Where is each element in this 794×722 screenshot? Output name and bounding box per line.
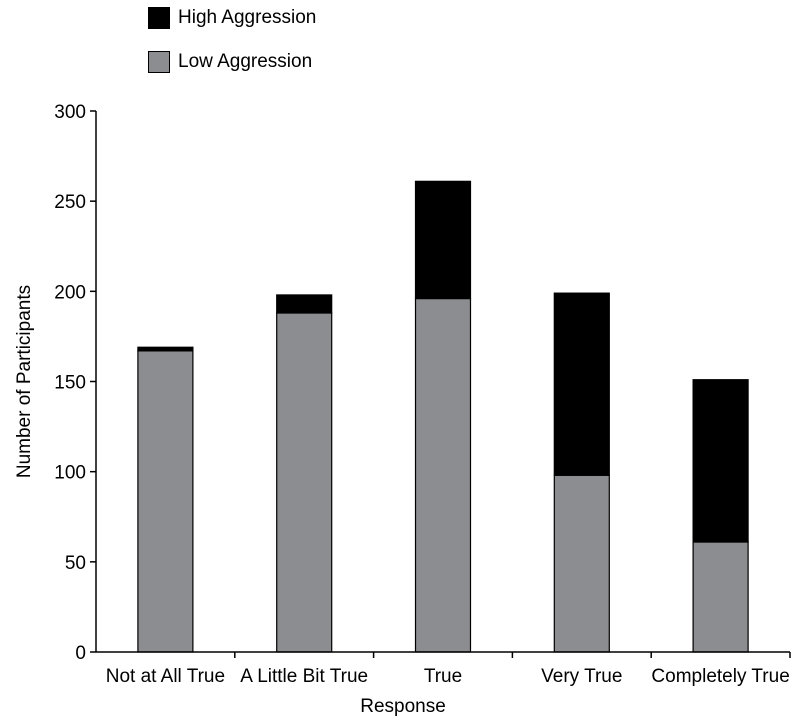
bar-low-aggression-5 — [692, 541, 749, 653]
x-tick-label: True — [424, 666, 462, 687]
legend-swatch-high-aggression — [148, 7, 170, 29]
bar-low-aggression-1 — [137, 350, 194, 653]
x-axis-title: Response — [360, 696, 446, 717]
bar-low-aggression-3 — [414, 297, 472, 653]
legend-swatch-low-aggression — [148, 51, 170, 73]
bar-high-aggression-4 — [553, 292, 610, 476]
y-axis-ticks: 0 50 100 150 200 250 300 — [54, 102, 96, 664]
y-tick-label: 0 — [75, 643, 86, 664]
y-tick-label: 100 — [54, 463, 86, 484]
x-tick-label: Very True — [541, 666, 622, 687]
y-axis-title: Number of Participants — [14, 285, 35, 478]
y-tick-label: 200 — [54, 282, 86, 303]
x-tick-label: Completely True — [651, 666, 789, 687]
y-tick-label: 50 — [65, 553, 86, 574]
bar-high-aggression-5 — [692, 379, 749, 543]
y-tick-label: 300 — [54, 102, 86, 123]
y-tick-label: 150 — [54, 373, 86, 394]
legend-label-low-aggression: Low Aggression — [178, 51, 313, 72]
bar-high-aggression-3 — [414, 180, 472, 300]
chart-legend: High Aggression Low Aggression — [148, 6, 316, 94]
x-axis-ticks: Not at All True A Little Bit True True Very… — [106, 652, 791, 687]
x-tick-label: A Little Bit True — [240, 666, 368, 687]
legend-item-low-aggression: Low Aggression — [148, 50, 316, 74]
bar-low-aggression-2 — [276, 312, 333, 653]
bar-low-aggression-4 — [553, 474, 610, 653]
bar-high-aggression-2 — [276, 294, 333, 314]
y-tick-label: 250 — [54, 192, 86, 213]
legend-label-high-aggression: High Aggression — [178, 7, 317, 28]
bar-high-aggression-1 — [137, 346, 194, 352]
legend-item-high-aggression: High Aggression — [148, 6, 316, 30]
x-tick-label: Not at All True — [106, 666, 225, 687]
bars-group — [137, 180, 749, 653]
